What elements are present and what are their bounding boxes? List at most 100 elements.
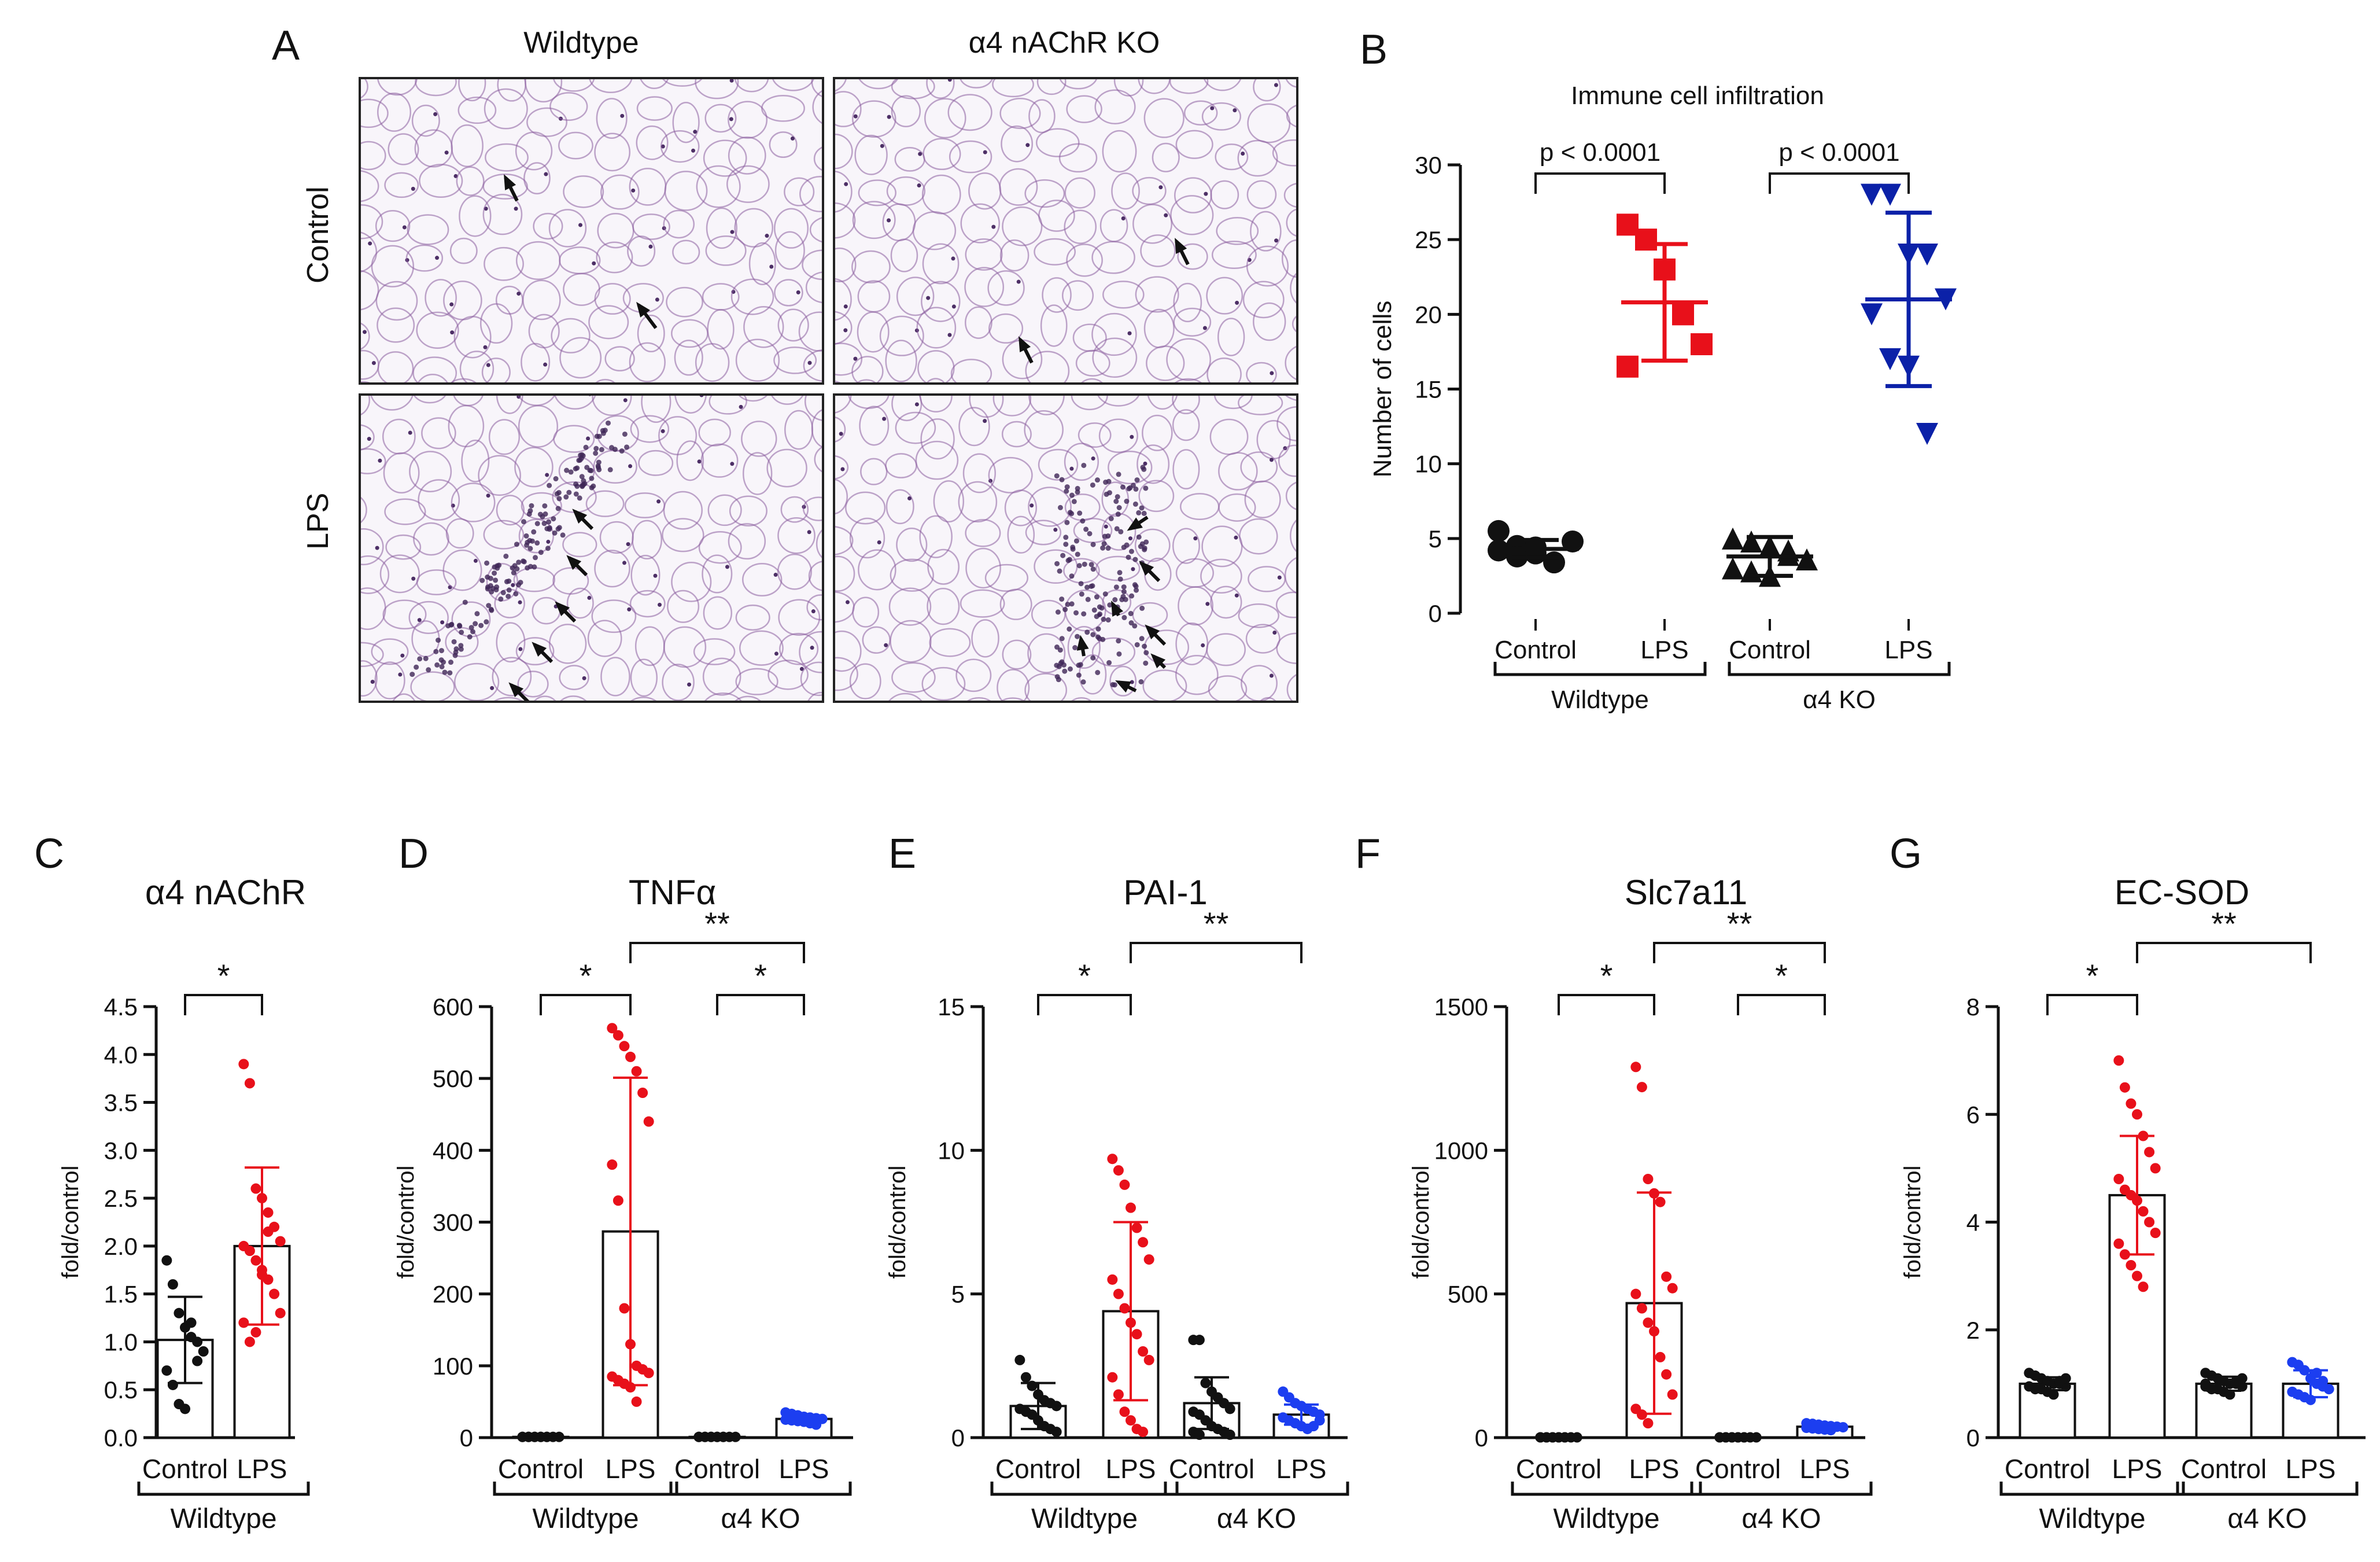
- alveolus-outline: [784, 177, 815, 207]
- alveolus-outline: [410, 671, 455, 701]
- alveolus-outline: [384, 172, 419, 198]
- data-point: [1051, 1401, 1062, 1412]
- nucleus-dot: [378, 458, 382, 463]
- data-point: [1916, 244, 1938, 266]
- data-point: [2132, 1109, 2142, 1120]
- nucleus-dot: [1164, 213, 1168, 218]
- infiltrate-cell: [1054, 644, 1060, 650]
- alveolus-outline: [488, 419, 521, 455]
- alveolus-outline: [739, 630, 784, 666]
- alveolus-outline: [803, 349, 822, 382]
- nucleus-dot: [947, 333, 952, 337]
- data-point: [192, 1355, 203, 1366]
- data-point: [1200, 1377, 1211, 1388]
- nucleus-dot: [1128, 536, 1132, 541]
- data-point: [2224, 1389, 2235, 1400]
- alveolus-outline: [735, 338, 780, 382]
- alveolus-outline: [525, 79, 563, 103]
- nucleus-dot: [843, 328, 848, 333]
- alveolus-outline: [726, 165, 770, 203]
- alveolus-outline: [802, 496, 822, 521]
- alveolus-outline: [780, 496, 809, 523]
- infiltrate-cell: [479, 577, 485, 583]
- infiltrate-cell: [573, 481, 579, 487]
- data-point: [1020, 1372, 1031, 1383]
- infiltrate-cell: [1085, 596, 1091, 602]
- nucleus-dot: [653, 573, 658, 578]
- data-point: [1879, 348, 1901, 370]
- nucleus-dot: [877, 540, 881, 544]
- nucleus-dot: [1025, 143, 1030, 148]
- data-point: [1655, 1351, 1666, 1362]
- nucleus-dot: [1127, 331, 1132, 336]
- infiltrate-cell: [488, 576, 493, 581]
- alveolus-outline: [964, 306, 992, 339]
- nucleus-dot: [417, 618, 422, 622]
- alveolus-outline: [392, 693, 416, 701]
- alveolus-outline: [377, 92, 412, 132]
- data-point: [161, 1365, 172, 1376]
- nucleus-dot: [947, 79, 952, 82]
- alveolus-outline: [594, 550, 630, 588]
- infiltrate-cell: [607, 467, 613, 473]
- alveolus-outline: [1058, 143, 1098, 173]
- significance-bracket: [716, 994, 805, 1015]
- significance-label: p < 0.0001: [1778, 138, 1899, 167]
- nucleus-dot: [983, 150, 987, 154]
- group-label: Wildtype: [532, 1504, 639, 1534]
- nucleus-dot: [1270, 371, 1274, 375]
- alveolus-outline: [1210, 180, 1239, 209]
- chart-e: E PAI-1 0 5 10 15 fold/control Control LPS Contro…: [885, 831, 1349, 1534]
- nucleus-dot: [765, 234, 769, 238]
- data-point: [2060, 1373, 2071, 1384]
- infiltrate-cell: [589, 476, 595, 481]
- infiltrate-cell: [1104, 491, 1109, 497]
- infiltrate-cell: [462, 599, 468, 605]
- group-bracket: [1164, 1482, 1349, 1496]
- infiltrate-cell: [1057, 647, 1063, 653]
- alveolus-outline: [361, 496, 367, 524]
- alveolus-outline: [999, 588, 1032, 620]
- alveolus-outline: [738, 396, 767, 402]
- infiltrate-cell: [1070, 544, 1076, 550]
- infiltrate-cell: [1060, 552, 1066, 558]
- infiltrate-cell: [591, 483, 596, 489]
- infiltrate-cell: [1091, 607, 1097, 613]
- infiltrate-cell: [564, 467, 570, 473]
- data-point: [619, 1303, 630, 1314]
- nucleus-dot: [807, 530, 811, 535]
- infiltrate-cell: [1143, 660, 1149, 666]
- data-point: [192, 1336, 203, 1347]
- data-point: [1722, 557, 1744, 580]
- infiltrate-cell: [1134, 477, 1140, 483]
- alveolus-outline: [772, 79, 814, 91]
- alveolus-outline: [1098, 418, 1138, 454]
- alveolus-outline: [662, 518, 704, 552]
- alveolus-outline: [1245, 624, 1281, 654]
- infiltrate-cell: [1063, 541, 1069, 547]
- y-tick-label: 6: [1966, 1101, 1980, 1128]
- alveolus-outline: [769, 131, 798, 159]
- infiltrate-cell: [1108, 515, 1114, 521]
- alveolus-outline: [896, 277, 935, 316]
- alveolus-outline: [1109, 665, 1137, 697]
- nucleus-dot: [1143, 461, 1147, 466]
- alveolus-outline: [802, 249, 822, 281]
- data-point: [2200, 1378, 2211, 1389]
- data-point: [1543, 551, 1565, 574]
- alveolus-outline: [778, 599, 821, 636]
- alveolus-outline: [1204, 79, 1242, 91]
- y-tick-label: 30: [1415, 152, 1442, 179]
- alveolus-outline: [851, 356, 884, 382]
- alveolus-outline: [1183, 100, 1218, 126]
- data-point: [2138, 1206, 2149, 1217]
- data-point: [1113, 1389, 1124, 1400]
- x-category-label: Control: [995, 1454, 1081, 1484]
- nucleus-dot: [730, 462, 735, 466]
- alveolus-outline: [1210, 585, 1242, 619]
- nucleus-dot: [1269, 673, 1274, 678]
- alveolus-outline: [1092, 337, 1138, 378]
- nucleus-dot: [1204, 191, 1208, 196]
- nucleus-dot: [951, 256, 955, 261]
- x-category-label: Control: [674, 1454, 760, 1484]
